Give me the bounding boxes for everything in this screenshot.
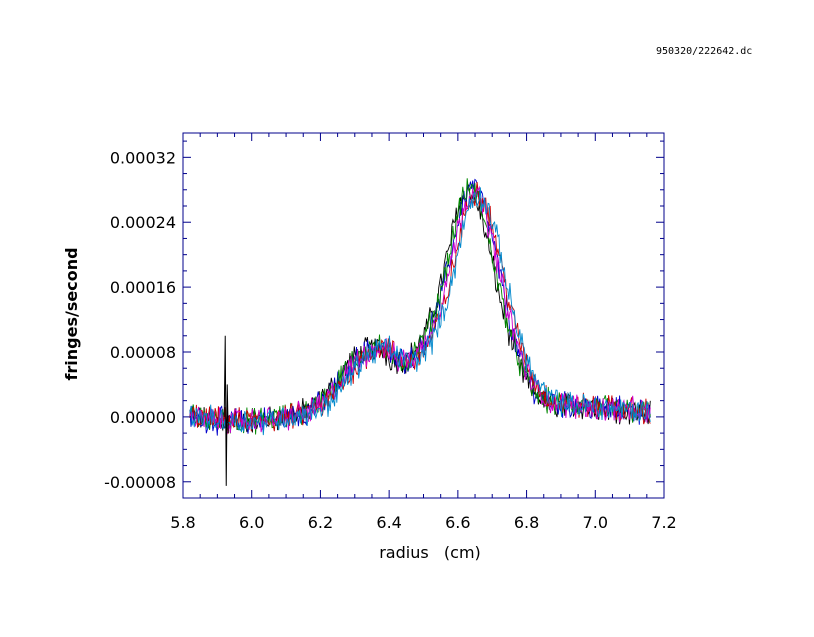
x-tick-label: 6.2 xyxy=(308,513,333,532)
series-line-3 xyxy=(189,178,651,435)
x-tick-label: 7.0 xyxy=(583,513,608,532)
x-tick-label: 5.8 xyxy=(170,513,195,532)
spike-artifact xyxy=(223,335,229,486)
y-tick-label: 0.00024 xyxy=(110,213,176,232)
series-line-2 xyxy=(189,178,651,436)
y-tick-labels: -0.00008 0.00000 0.00008 0.00016 0.00024 0.00… xyxy=(104,148,176,491)
plot-border xyxy=(182,132,665,499)
y-tick-label: 0.00000 xyxy=(110,408,176,427)
series-layer xyxy=(189,178,651,486)
plot-frame xyxy=(182,132,665,499)
y-tick-label: 0.00016 xyxy=(110,278,176,297)
series-line-5 xyxy=(189,185,651,436)
y-tick-label: 0.00032 xyxy=(110,148,176,167)
series-line-6 xyxy=(189,187,651,436)
x-tick-label: 6.8 xyxy=(514,513,539,532)
series-line-1 xyxy=(189,184,651,433)
x-tick-label: 7.2 xyxy=(651,513,676,532)
y-tick-label: -0.00008 xyxy=(104,473,176,492)
series-line-4 xyxy=(189,181,651,434)
x-tick-label: 6.6 xyxy=(445,513,470,532)
y-axis-title: fringes/second xyxy=(62,247,81,380)
x-tick-label: 6.4 xyxy=(376,513,401,532)
plot-file-id: 950320/222642.dc xyxy=(656,46,753,57)
x-axis-title: radius (cm) xyxy=(379,543,481,562)
y-tick-label: 0.00008 xyxy=(110,343,176,362)
x-tick-label: 6.0 xyxy=(239,513,264,532)
x-tick-labels: 5.8 6.0 6.2 6.4 6.6 6.8 7.0 7.2 xyxy=(170,513,676,532)
axis-ticks xyxy=(182,133,665,499)
